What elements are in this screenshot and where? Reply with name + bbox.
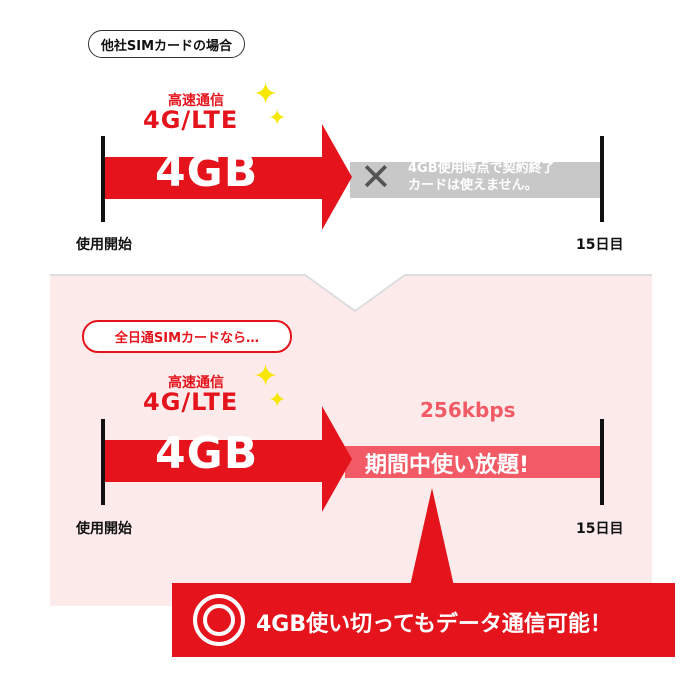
unlimited-bar <box>345 446 602 478</box>
callout-text: 4GB使い切ってもデータ通信可能！ <box>256 612 612 637</box>
our-sim-badge: 全日通SIMカードなら… <box>82 320 292 353</box>
blocked-text-line1: 4GB使用時点で契約終了 <box>408 161 555 176</box>
data-amount: 4GB <box>155 146 259 197</box>
end-label: 15日目 <box>576 237 624 253</box>
sparkle-icon: ✦ <box>268 388 287 413</box>
unlimited-text: 期間中使い放題! <box>365 453 530 478</box>
data-arrow-body <box>103 440 325 482</box>
blocked-bar <box>350 162 602 198</box>
cross-icon: ✕ <box>360 155 392 199</box>
end-line <box>600 419 604 505</box>
callout-pointer <box>410 488 454 586</box>
data-arrow-head <box>322 124 352 230</box>
network-label: 4G/LTE <box>143 388 239 416</box>
data-arrow-body <box>103 157 325 199</box>
end-line <box>600 136 604 222</box>
network-label: 4G/LTE <box>143 106 239 134</box>
start-line <box>101 419 105 505</box>
blocked-text-line2: カードは使えません。 <box>408 178 538 193</box>
speed-label: 高速通信 <box>168 93 224 109</box>
other-sim-badge: 他社SIMカードの場合 <box>88 30 245 58</box>
callout-box <box>172 583 675 657</box>
speed-label: 高速通信 <box>168 375 224 391</box>
sparkle-icon: ✦ <box>268 106 287 131</box>
data-arrow-head <box>322 406 352 512</box>
end-label: 15日目 <box>576 521 624 537</box>
start-label: 使用開始 <box>76 521 132 537</box>
start-line <box>101 136 105 222</box>
double-circle-icon <box>193 594 245 646</box>
start-label: 使用開始 <box>76 237 132 253</box>
comparison-panel <box>50 274 652 606</box>
sparkle-icon: ✦ <box>253 77 279 112</box>
throttled-speed: 256kbps <box>420 398 516 422</box>
sparkle-icon: ✦ <box>253 359 279 394</box>
data-amount: 4GB <box>155 428 259 479</box>
